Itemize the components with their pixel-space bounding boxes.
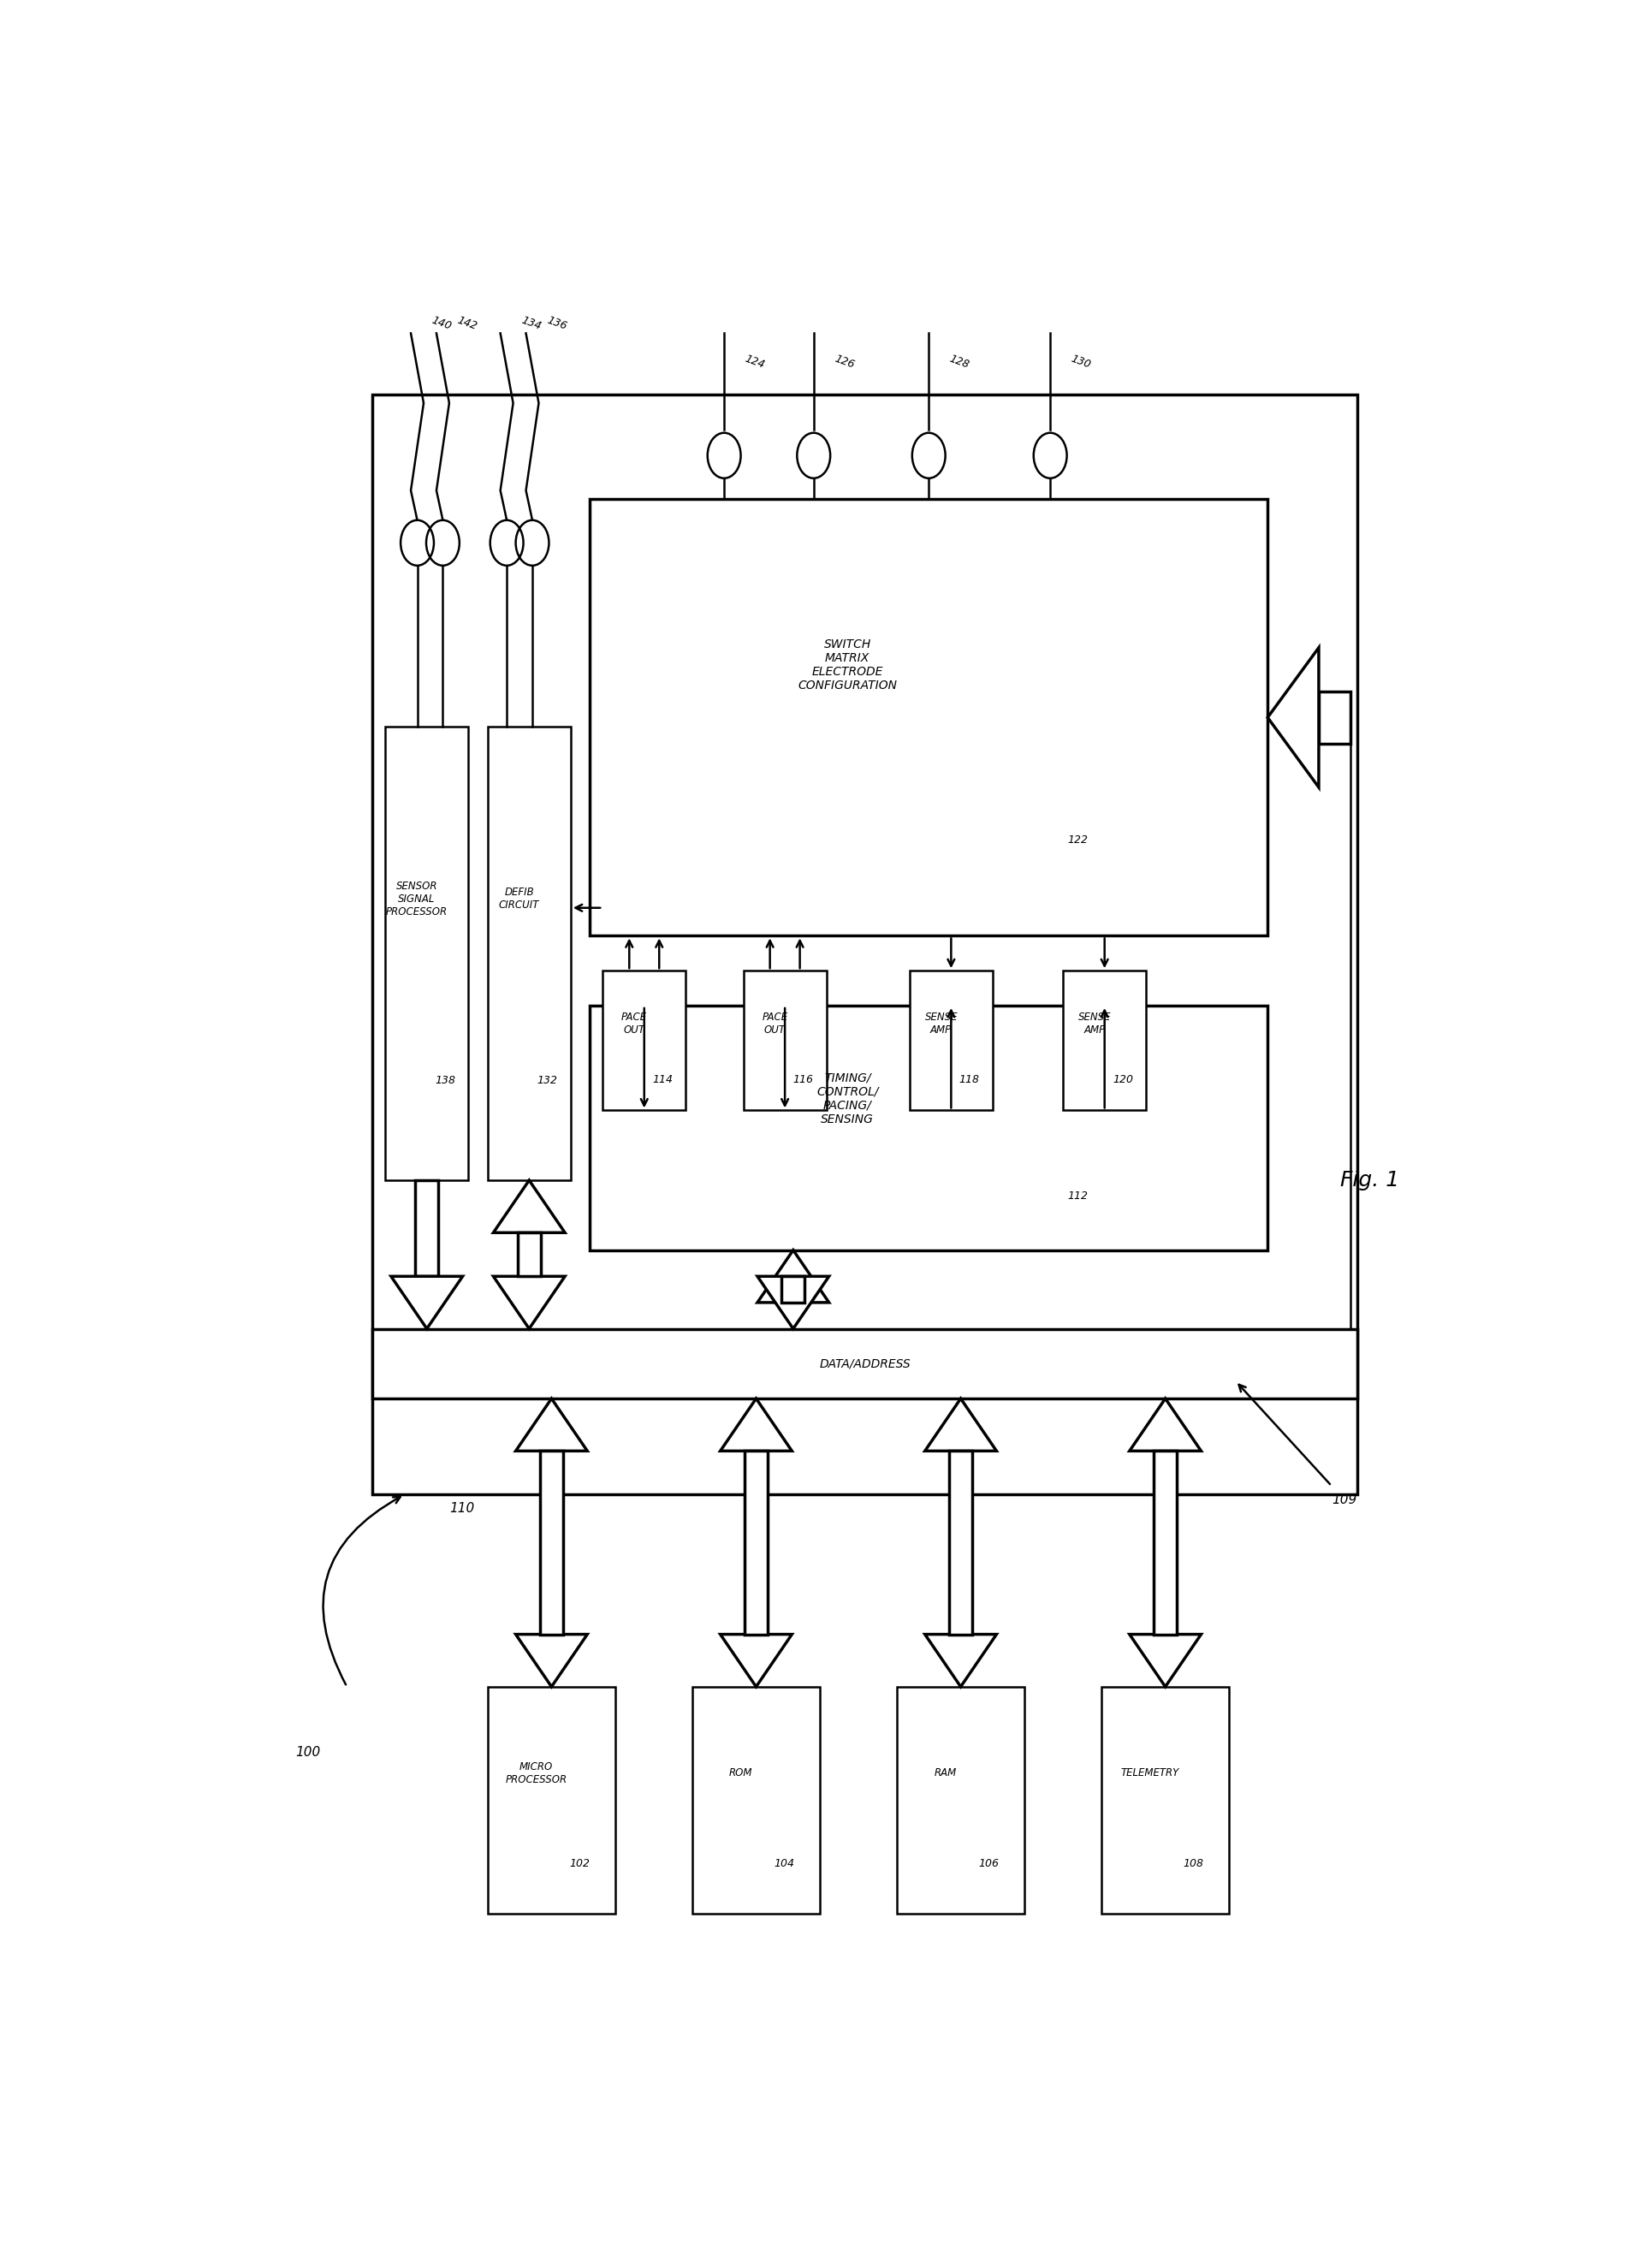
Bar xyxy=(373,1329,1358,1399)
Text: SWITCH
MATRIX
ELECTRODE
CONFIGURATION: SWITCH MATRIX ELECTRODE CONFIGURATION xyxy=(799,637,898,692)
Bar xyxy=(949,1452,972,1635)
Polygon shape xyxy=(757,1277,828,1329)
Polygon shape xyxy=(926,1635,997,1687)
Bar xyxy=(782,1277,805,1302)
Text: PACE
OUT: PACE OUT xyxy=(622,1012,647,1036)
Text: TIMING/
CONTROL/
PACING/
SENSING: TIMING/ CONTROL/ PACING/ SENSING xyxy=(817,1073,878,1125)
Text: 134: 134 xyxy=(520,315,543,333)
Bar xyxy=(1063,971,1147,1111)
Text: 114: 114 xyxy=(652,1075,673,1086)
Text: 124: 124 xyxy=(744,354,767,370)
Text: 120: 120 xyxy=(1112,1075,1134,1086)
Text: 130: 130 xyxy=(1069,354,1092,370)
Bar xyxy=(540,1452,563,1635)
Text: 100: 100 xyxy=(295,1746,320,1760)
Text: SENSE
AMP: SENSE AMP xyxy=(1077,1012,1110,1036)
Text: PACE
OUT: PACE OUT xyxy=(762,1012,787,1036)
Bar xyxy=(1318,692,1351,744)
Text: SENSOR
SIGNAL
PROCESSOR: SENSOR SIGNAL PROCESSOR xyxy=(386,880,447,916)
Text: 110: 110 xyxy=(449,1501,474,1515)
Bar xyxy=(1153,1452,1176,1635)
Polygon shape xyxy=(757,1250,828,1302)
Text: 116: 116 xyxy=(794,1075,813,1086)
Text: 102: 102 xyxy=(569,1857,591,1869)
Text: ROM: ROM xyxy=(729,1767,752,1778)
Polygon shape xyxy=(926,1399,997,1452)
Polygon shape xyxy=(391,1277,462,1329)
Text: 142: 142 xyxy=(455,315,478,333)
Text: RAM: RAM xyxy=(934,1767,957,1778)
Polygon shape xyxy=(1130,1399,1201,1452)
Polygon shape xyxy=(721,1635,792,1687)
Text: 132: 132 xyxy=(538,1075,558,1086)
Text: DEFIB
CIRCUIT: DEFIB CIRCUIT xyxy=(498,887,540,912)
Text: 104: 104 xyxy=(774,1857,795,1869)
Bar xyxy=(602,971,686,1111)
Bar xyxy=(591,1005,1267,1250)
Polygon shape xyxy=(516,1635,587,1687)
FancyArrowPatch shape xyxy=(323,1497,401,1685)
Polygon shape xyxy=(493,1179,564,1234)
Text: 112: 112 xyxy=(1068,1191,1087,1202)
Bar xyxy=(1102,1687,1229,1914)
Bar xyxy=(416,1179,439,1277)
Text: 108: 108 xyxy=(1183,1857,1204,1869)
Text: 140: 140 xyxy=(431,315,454,333)
Text: 118: 118 xyxy=(959,1075,980,1086)
Polygon shape xyxy=(1130,1635,1201,1687)
Bar xyxy=(898,1687,1025,1914)
Text: DATA/ADDRESS: DATA/ADDRESS xyxy=(818,1359,911,1370)
Text: Fig. 1: Fig. 1 xyxy=(1340,1170,1399,1191)
Polygon shape xyxy=(516,1399,587,1452)
Text: 138: 138 xyxy=(436,1075,455,1086)
Polygon shape xyxy=(1267,649,1318,787)
Text: SENSE
AMP: SENSE AMP xyxy=(924,1012,957,1036)
Text: 136: 136 xyxy=(544,315,568,333)
Bar xyxy=(909,971,993,1111)
Bar xyxy=(384,726,469,1179)
Text: MICRO
PROCESSOR: MICRO PROCESSOR xyxy=(505,1760,568,1785)
Bar xyxy=(518,1234,541,1277)
Bar xyxy=(693,1687,820,1914)
Text: 106: 106 xyxy=(978,1857,1000,1869)
Text: TELEMETRY: TELEMETRY xyxy=(1120,1767,1180,1778)
Bar xyxy=(591,499,1267,937)
Text: 109: 109 xyxy=(1332,1492,1356,1506)
Bar xyxy=(744,1452,767,1635)
Polygon shape xyxy=(493,1277,564,1329)
Text: 128: 128 xyxy=(947,354,972,370)
Bar xyxy=(488,1687,615,1914)
Bar xyxy=(488,726,571,1179)
Text: 122: 122 xyxy=(1068,835,1087,846)
Polygon shape xyxy=(721,1399,792,1452)
Text: 126: 126 xyxy=(833,354,856,370)
Bar xyxy=(373,395,1358,1495)
Bar xyxy=(742,971,827,1111)
